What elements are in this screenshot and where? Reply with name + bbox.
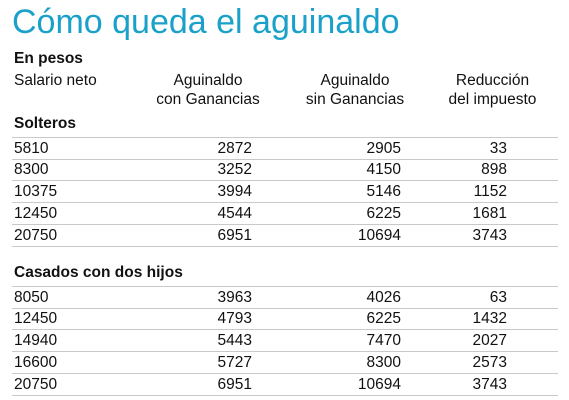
- table-row: 12450 4544 6225 1681: [12, 203, 558, 225]
- table-cell: 20750: [14, 227, 58, 244]
- header-line: con Ganancias: [156, 91, 260, 108]
- table-cell: 4026: [366, 289, 401, 306]
- table-row: 12450 4793 6225 1432: [12, 308, 558, 330]
- table-cell: 1681: [472, 205, 507, 222]
- table-cell: 63: [489, 289, 507, 306]
- table-cell: 3252: [217, 161, 252, 178]
- table-row: 8050 3963 4026 63: [12, 286, 558, 309]
- table-cell: 3743: [472, 227, 507, 244]
- header-line: Reducción: [455, 72, 530, 89]
- table-cell: 8050: [14, 289, 49, 306]
- header-line: del impuesto: [448, 91, 537, 108]
- table-cell: 3963: [217, 289, 252, 306]
- table-cell: 10694: [357, 227, 401, 244]
- table-cell: 2027: [472, 332, 507, 349]
- table-row: 14940 5443 7470 2027: [12, 330, 558, 352]
- table-row: 10375 3994 5146 1152: [12, 181, 558, 203]
- table-cell: 3743: [472, 376, 507, 393]
- table-cell: 1432: [472, 310, 507, 327]
- table-cell: 1152: [473, 183, 507, 200]
- table-cell: 6225: [366, 310, 401, 327]
- table-row: 20750 6951 10694 3743: [12, 374, 558, 396]
- header-aguinaldo-con-ganancias: Aguinaldo con Ganancias: [143, 71, 273, 109]
- table-cell: 6225: [366, 205, 401, 222]
- table-cell: 8300: [366, 354, 401, 371]
- table-cell: 12450: [14, 205, 58, 222]
- table-cell: 14940: [14, 332, 58, 349]
- table-cell: 5810: [14, 140, 49, 157]
- table-row: 16600 5727 8300 2573: [12, 352, 558, 374]
- table-cell: 4544: [217, 205, 252, 222]
- table-row: 8300 3252 4150 898: [12, 159, 558, 181]
- table-cell: 6951: [217, 376, 252, 393]
- table-cell: 2905: [366, 140, 401, 157]
- table-cell: 3994: [217, 183, 252, 200]
- table-cell: 6951: [217, 227, 252, 244]
- table-row: 20750 6951 10694 3743: [12, 225, 558, 247]
- section-title: Casados con dos hijos: [14, 264, 183, 281]
- header-line: Aguinaldo: [320, 72, 390, 89]
- table-cell: 5727: [217, 354, 252, 371]
- header-line: Aguinaldo: [173, 72, 243, 89]
- table-cell: 10694: [357, 376, 401, 393]
- unit-label: En pesos: [14, 50, 83, 67]
- table-cell: 33: [489, 140, 507, 157]
- table-cell: 5146: [366, 183, 401, 200]
- section-title: Solteros: [14, 115, 77, 132]
- table-cell: 12450: [14, 310, 58, 327]
- table-cell: 20750: [14, 376, 58, 393]
- table-cell: 7470: [366, 332, 401, 349]
- table-cell: 2872: [217, 140, 252, 157]
- table-cell: 16600: [14, 354, 58, 371]
- table-cell: 2573: [472, 354, 507, 371]
- header-reduccion-impuesto: Reducción del impuesto: [430, 71, 555, 109]
- header-aguinaldo-sin-ganancias: Aguinaldo sin Ganancias: [290, 71, 420, 109]
- table-cell: 10375: [14, 183, 58, 200]
- table-cell: 5443: [217, 332, 252, 349]
- header-salario-neto: Salario neto: [14, 71, 97, 90]
- header-line: sin Ganancias: [305, 91, 405, 108]
- table-cell: 8300: [14, 161, 49, 178]
- table-cell: 4150: [366, 161, 401, 178]
- table-cell: 4793: [217, 310, 252, 327]
- table-row: 5810 2872 2905 33: [12, 137, 558, 160]
- header-salario-neto-text: Salario neto: [14, 72, 97, 89]
- table-cell: 898: [481, 161, 507, 178]
- page-title: Cómo queda el aguinaldo: [12, 3, 400, 41]
